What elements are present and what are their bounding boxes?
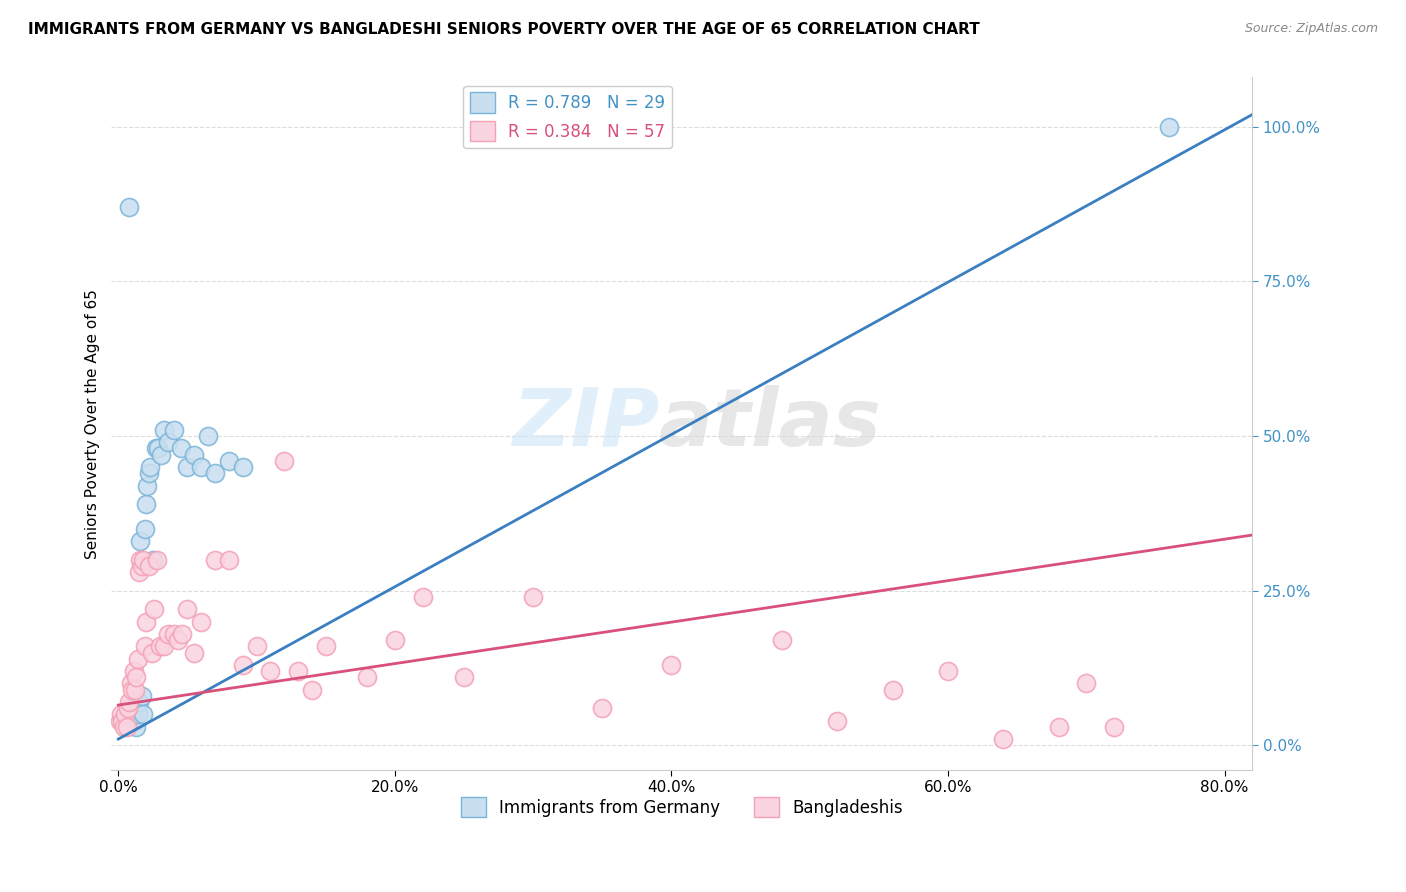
Y-axis label: Seniors Poverty Over the Age of 65: Seniors Poverty Over the Age of 65 (86, 289, 100, 558)
Text: Source: ZipAtlas.com: Source: ZipAtlas.com (1244, 22, 1378, 36)
Text: atlas: atlas (659, 384, 882, 463)
Legend: Immigrants from Germany, Bangladeshis: Immigrants from Germany, Bangladeshis (454, 790, 910, 824)
Text: IMMIGRANTS FROM GERMANY VS BANGLADESHI SENIORS POVERTY OVER THE AGE OF 65 CORREL: IMMIGRANTS FROM GERMANY VS BANGLADESHI S… (28, 22, 980, 37)
Text: ZIP: ZIP (512, 384, 659, 463)
